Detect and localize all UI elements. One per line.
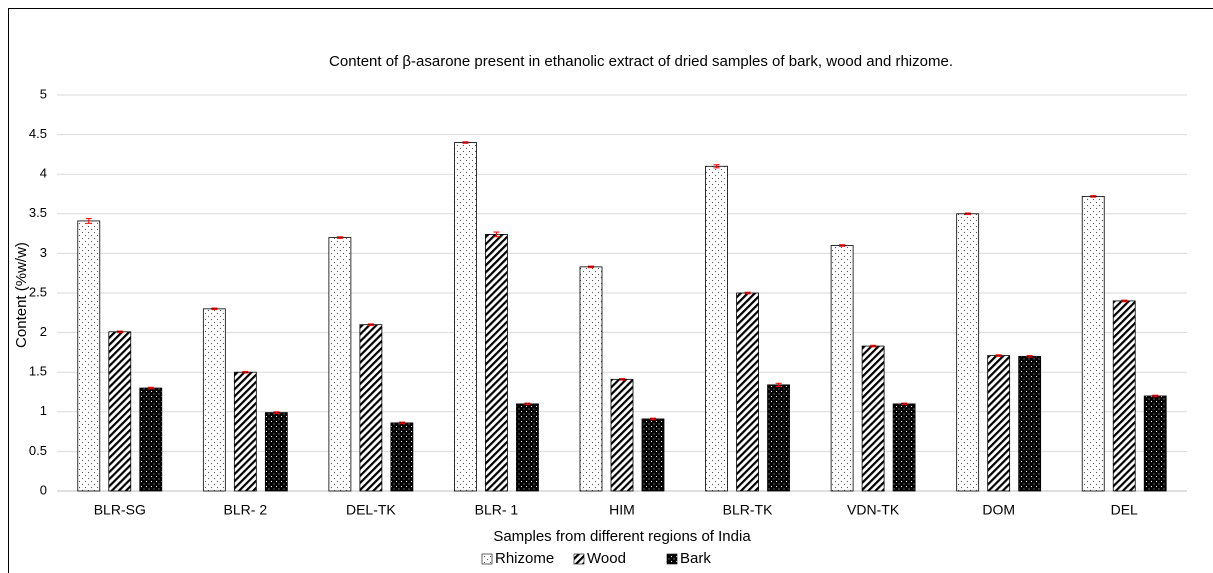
- legend-swatch: [666, 553, 678, 565]
- bar: [641, 418, 665, 492]
- y-tick-label: 2.5: [29, 284, 47, 299]
- bar: [830, 245, 854, 492]
- bar: [390, 422, 414, 492]
- error-bar: [901, 402, 908, 406]
- bar: [892, 403, 916, 492]
- y-tick-label: 1.5: [29, 364, 47, 379]
- error-bar: [1026, 355, 1033, 358]
- error-bar: [336, 236, 343, 239]
- bar: [328, 237, 352, 492]
- error-bar: [147, 386, 154, 390]
- legend-label: Wood: [587, 550, 626, 567]
- chart-frame: [8, 8, 1213, 573]
- y-tick-label: 4: [40, 166, 47, 181]
- error-bar: [367, 323, 374, 326]
- bar: [108, 331, 132, 492]
- error-bar: [493, 231, 500, 238]
- x-tick-label: BLR-TK: [723, 502, 773, 518]
- x-tick-label: VDN-TK: [847, 502, 900, 518]
- bar: [77, 220, 101, 492]
- x-tick-label: BLR- 2: [224, 502, 268, 518]
- legend-label: Bark: [680, 550, 711, 567]
- bar: [736, 292, 759, 492]
- y-axis-label: Content (%w/w): [13, 242, 30, 348]
- error-bar: [1121, 299, 1128, 303]
- bar: [454, 142, 477, 492]
- x-tick-label: DEL-TK: [346, 502, 396, 518]
- x-tick-label: BLR-SG: [94, 502, 146, 518]
- bar: [767, 384, 790, 492]
- x-axis-label: Samples from different regions of India: [493, 528, 751, 545]
- bar: [956, 213, 980, 492]
- error-bar: [85, 218, 92, 224]
- bar: [139, 387, 163, 492]
- y-tick-label: 4.5: [29, 126, 47, 141]
- y-tick-label: 0: [40, 482, 47, 497]
- legend-swatch: [573, 553, 585, 565]
- error-bar: [1090, 195, 1097, 198]
- legend-swatch: [481, 553, 493, 565]
- y-tick-label: 1: [40, 403, 47, 418]
- error-bar: [398, 421, 405, 425]
- bar: [359, 324, 383, 492]
- error-bar: [619, 378, 625, 381]
- bar: [1112, 300, 1136, 492]
- y-tick-label: 3.5: [29, 205, 47, 220]
- bar: [485, 233, 508, 492]
- error-bar: [588, 265, 594, 269]
- error-bar: [273, 411, 280, 414]
- error-bar: [713, 164, 720, 169]
- error-bar: [650, 417, 656, 421]
- bar: [202, 308, 226, 492]
- error-bar: [242, 370, 249, 374]
- x-tick-label: HIM: [609, 502, 635, 518]
- bar: [516, 403, 539, 492]
- error-bar: [524, 402, 531, 406]
- error-bar: [775, 382, 782, 387]
- bar: [1081, 195, 1105, 492]
- bar: [861, 345, 885, 492]
- error-bar: [1152, 394, 1159, 398]
- legend-label: Rhizome: [495, 550, 554, 567]
- chart-title: Content of β-asarone present in ethanoli…: [329, 53, 953, 70]
- x-tick-label: DOM: [982, 502, 1015, 518]
- bar: [1143, 395, 1167, 492]
- y-tick-label: 3: [40, 245, 47, 260]
- bar: [610, 378, 634, 492]
- error-bar: [744, 291, 751, 295]
- error-bar: [462, 141, 469, 144]
- error-bar: [870, 344, 877, 348]
- x-tick-label: DEL: [1111, 502, 1138, 518]
- bar: [264, 412, 288, 492]
- bar: [1018, 355, 1042, 492]
- error-bar: [211, 307, 218, 311]
- error-bar: [116, 330, 123, 334]
- bar: [987, 355, 1011, 492]
- bar: [705, 165, 728, 492]
- error-bar: [995, 354, 1002, 357]
- y-tick-label: 5: [40, 86, 47, 101]
- bar: [233, 371, 257, 492]
- y-tick-label: 0.5: [29, 443, 47, 458]
- x-tick-label: BLR- 1: [475, 502, 519, 518]
- error-bar: [964, 212, 971, 216]
- y-tick-label: 2: [40, 324, 47, 339]
- bar: [579, 266, 603, 492]
- error-bar: [839, 244, 846, 247]
